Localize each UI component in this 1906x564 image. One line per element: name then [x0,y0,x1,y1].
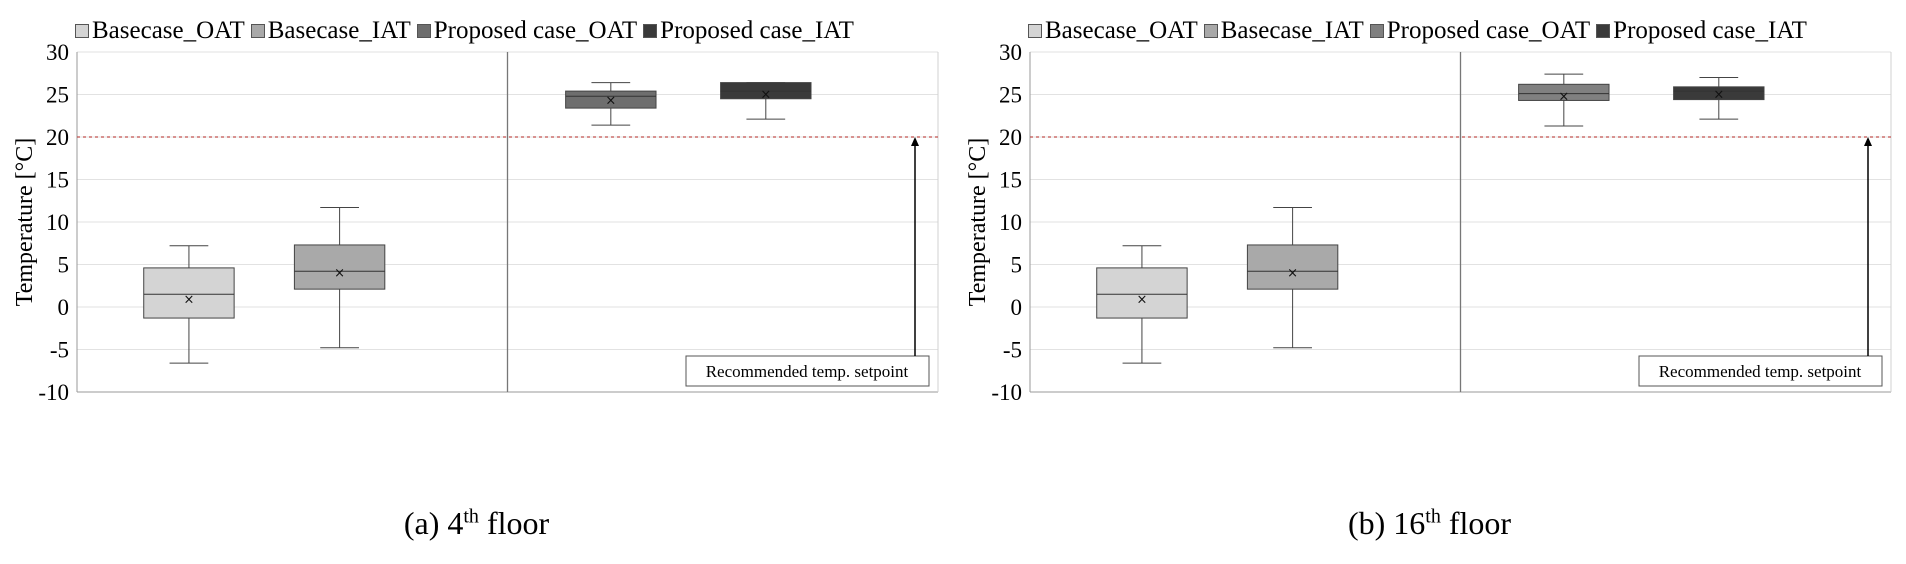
legend: Basecase_OAT Basecase_IAT Proposed case_… [75,17,860,45]
mean-marker: × [605,94,616,109]
legend-swatch [1203,24,1218,38]
box-series: × [1246,207,1339,349]
y-tick-label: 15 [999,168,1022,193]
y-tick-label: -10 [38,380,69,405]
y-tick-label: 0 [58,295,70,320]
y-tick-label: -5 [1003,338,1022,363]
legend: Basecase_OAT Basecase_IAT Proposed case_… [1028,17,1813,45]
legend-label: Proposed case_IAT [660,17,854,44]
y-tick-label: 25 [46,83,69,108]
mean-marker: × [334,266,345,281]
mean-marker: × [760,88,771,103]
setpoint-annotation-box [685,355,930,387]
legend-item: Basecase_IAT [250,17,411,45]
box-iqr [293,244,386,290]
legend-label: Basecase_IAT [1220,17,1364,44]
mean-marker: × [183,293,194,308]
legend-item: Basecase_IAT [1203,17,1364,45]
legend-item: Proposed case_IAT [1596,17,1807,45]
caption-superscript: th [1425,505,1441,528]
legend-label: Proposed case_OAT [433,17,638,44]
mean-marker: × [1558,89,1569,104]
y-tick-label: 15 [46,168,69,193]
box-series: × [720,82,812,120]
mean-marker: × [1136,293,1147,308]
chart-panel-4th-floor: Basecase_OAT Basecase_IAT Proposed case_… [0,17,953,542]
y-tick-label: 10 [46,210,69,235]
legend-label: Basecase_IAT [267,17,411,44]
box-series: × [565,82,657,126]
legend-label: Basecase_OAT [1045,17,1198,44]
box-iqr [1246,244,1339,290]
legend-label: Basecase_OAT [92,17,245,44]
y-tick-label: 25 [999,83,1022,108]
box-iqr [1096,267,1188,319]
box-plot: 30 25 20 15 10 5 0 -5 -10 Temperature [°C] × × × × Rec… [965,40,1892,405]
caption-suffix: floor [478,505,550,541]
box-series: × [293,207,386,349]
y-tick-label: 20 [46,125,69,150]
y-axis-label: Temperature [°C] [965,138,991,307]
mean-marker: × [1713,88,1724,103]
caption-suffix: floor [1440,505,1512,541]
y-tick-label: 5 [58,253,70,278]
legend-swatch [1596,24,1611,38]
box-series: × [1518,73,1610,127]
setpoint-annotation-box [1638,355,1883,387]
mean-marker: × [1287,266,1298,281]
caption-prefix: (b) 16 [1347,505,1426,541]
legend-label: Proposed case_IAT [1613,17,1807,44]
y-tick-label: -5 [50,338,69,363]
y-tick-label: 5 [1011,253,1023,278]
chart-panel-16th-floor: Basecase_OAT Basecase_IAT Proposed case_… [953,0,1906,564]
box-series: × [1673,77,1765,120]
box-iqr [1673,86,1765,101]
box-series: × [1096,245,1188,364]
box-iqr [143,267,235,319]
legend-swatch [75,24,89,38]
legend-item: Proposed case_OAT [416,17,638,45]
legend-item: Basecase_OAT [75,17,245,45]
caption-superscript: th [463,505,479,528]
y-axis-label: Temperature [°C] [12,138,38,307]
legend-swatch [416,24,431,38]
box-plot: 30 25 20 15 10 5 0 -5 -10 Temperature [°C] × × × × Rec… [12,40,939,405]
legend-label: Proposed case_OAT [1386,17,1591,44]
chart-caption: (a) 4th floor [0,505,953,542]
legend-swatch [1369,24,1384,38]
y-tick-label: 20 [999,125,1022,150]
y-tick-label: 30 [999,40,1022,65]
y-tick-label: -10 [991,380,1022,405]
setpoint-arrow-head [911,137,919,146]
box-series: × [143,245,235,364]
legend-item: Basecase_OAT [1028,17,1198,45]
y-tick-label: 0 [1011,295,1023,320]
y-tick-label: 10 [999,210,1022,235]
legend-item: Proposed case_IAT [643,17,854,45]
y-tick-label: 30 [46,40,69,65]
setpoint-arrow-head [1864,137,1872,146]
box-iqr [1518,83,1610,101]
legend-swatch [1028,24,1042,38]
caption-prefix: (a) 4 [403,505,464,541]
legend-swatch [250,24,265,38]
legend-item: Proposed case_OAT [1369,17,1591,45]
chart-caption: (b) 16th floor [953,505,1906,542]
legend-swatch [643,24,658,38]
setpoint-annotation-label: Recommended temp. setpoint [706,362,909,381]
setpoint-annotation-label: Recommended temp. setpoint [1659,362,1862,381]
box-iqr [565,90,657,109]
